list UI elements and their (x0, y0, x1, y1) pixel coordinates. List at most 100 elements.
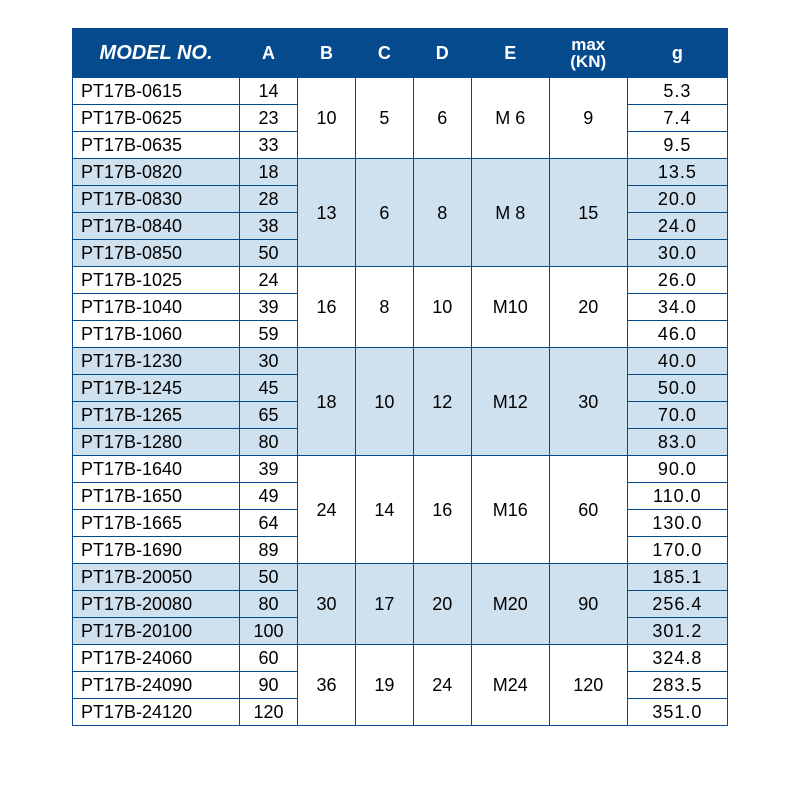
cell-model: PT17B-1060 (73, 321, 240, 348)
cell-model: PT17B-0840 (73, 213, 240, 240)
cell-model: PT17B-1650 (73, 483, 240, 510)
cell-max: 90 (549, 564, 627, 645)
cell-a: 39 (240, 456, 298, 483)
col-c: C (355, 29, 413, 78)
cell-g: 256.4 (627, 591, 727, 618)
cell-a: 38 (240, 213, 298, 240)
cell-a: 65 (240, 402, 298, 429)
cell-c: 17 (355, 564, 413, 645)
cell-c: 8 (355, 267, 413, 348)
cell-a: 50 (240, 240, 298, 267)
col-max: max (KN) (549, 29, 627, 78)
cell-d: 24 (413, 645, 471, 726)
cell-e: M12 (471, 348, 549, 456)
cell-model: PT17B-24090 (73, 672, 240, 699)
cell-model: PT17B-1040 (73, 294, 240, 321)
cell-model: PT17B-0625 (73, 105, 240, 132)
cell-a: 14 (240, 78, 298, 105)
cell-model: PT17B-0830 (73, 186, 240, 213)
cell-b: 13 (298, 159, 356, 267)
cell-a: 30 (240, 348, 298, 375)
cell-max: 30 (549, 348, 627, 456)
cell-e: M10 (471, 267, 549, 348)
cell-e: M24 (471, 645, 549, 726)
cell-a: 28 (240, 186, 298, 213)
cell-model: PT17B-0820 (73, 159, 240, 186)
table-row: PT17B-0615141056M 695.3 (73, 78, 728, 105)
cell-g: 9.5 (627, 132, 727, 159)
cell-a: 80 (240, 591, 298, 618)
cell-a: 80 (240, 429, 298, 456)
cell-c: 19 (355, 645, 413, 726)
cell-model: PT17B-1230 (73, 348, 240, 375)
cell-b: 24 (298, 456, 356, 564)
cell-g: 5.3 (627, 78, 727, 105)
cell-g: 40.0 (627, 348, 727, 375)
cell-a: 18 (240, 159, 298, 186)
cell-c: 14 (355, 456, 413, 564)
cell-model: PT17B-0635 (73, 132, 240, 159)
cell-max: 120 (549, 645, 627, 726)
table-row: PT17B-123030181012M123040.0 (73, 348, 728, 375)
header-row: MODEL NO. A B C D E max (KN) g (73, 29, 728, 78)
cell-b: 18 (298, 348, 356, 456)
cell-a: 100 (240, 618, 298, 645)
cell-max: 15 (549, 159, 627, 267)
cell-a: 23 (240, 105, 298, 132)
cell-model: PT17B-1690 (73, 537, 240, 564)
table-row: PT17B-10252416810M102026.0 (73, 267, 728, 294)
cell-g: 301.2 (627, 618, 727, 645)
cell-a: 50 (240, 564, 298, 591)
cell-model: PT17B-20100 (73, 618, 240, 645)
cell-g: 24.0 (627, 213, 727, 240)
col-e: E (471, 29, 549, 78)
cell-g: 83.0 (627, 429, 727, 456)
cell-a: 24 (240, 267, 298, 294)
cell-a: 59 (240, 321, 298, 348)
cell-g: 70.0 (627, 402, 727, 429)
cell-g: 324.8 (627, 645, 727, 672)
cell-g: 90.0 (627, 456, 727, 483)
cell-g: 351.0 (627, 699, 727, 726)
cell-b: 30 (298, 564, 356, 645)
spec-table: MODEL NO. A B C D E max (KN) g PT17B-061… (72, 28, 728, 726)
cell-a: 60 (240, 645, 298, 672)
cell-g: 185.1 (627, 564, 727, 591)
cell-a: 49 (240, 483, 298, 510)
cell-g: 26.0 (627, 267, 727, 294)
cell-g: 130.0 (627, 510, 727, 537)
table-row: PT17B-2005050301720M2090185.1 (73, 564, 728, 591)
cell-g: 30.0 (627, 240, 727, 267)
cell-max: 9 (549, 78, 627, 159)
cell-model: PT17B-1265 (73, 402, 240, 429)
cell-g: 46.0 (627, 321, 727, 348)
col-a: A (240, 29, 298, 78)
cell-model: PT17B-20080 (73, 591, 240, 618)
cell-a: 45 (240, 375, 298, 402)
cell-a: 120 (240, 699, 298, 726)
table-row: PT17B-2406060361924M24120324.8 (73, 645, 728, 672)
cell-model: PT17B-24060 (73, 645, 240, 672)
cell-d: 16 (413, 456, 471, 564)
cell-model: PT17B-1665 (73, 510, 240, 537)
col-g: g (627, 29, 727, 78)
cell-e: M20 (471, 564, 549, 645)
cell-d: 8 (413, 159, 471, 267)
table-row: PT17B-0820181368M 81513.5 (73, 159, 728, 186)
col-d: D (413, 29, 471, 78)
cell-b: 16 (298, 267, 356, 348)
col-model: MODEL NO. (73, 29, 240, 78)
cell-g: 170.0 (627, 537, 727, 564)
cell-c: 6 (355, 159, 413, 267)
cell-model: PT17B-1025 (73, 267, 240, 294)
cell-b: 36 (298, 645, 356, 726)
cell-e: M 8 (471, 159, 549, 267)
cell-a: 39 (240, 294, 298, 321)
cell-g: 20.0 (627, 186, 727, 213)
cell-e: M 6 (471, 78, 549, 159)
cell-max: 20 (549, 267, 627, 348)
cell-c: 10 (355, 348, 413, 456)
col-b: B (298, 29, 356, 78)
cell-model: PT17B-0850 (73, 240, 240, 267)
cell-model: PT17B-20050 (73, 564, 240, 591)
